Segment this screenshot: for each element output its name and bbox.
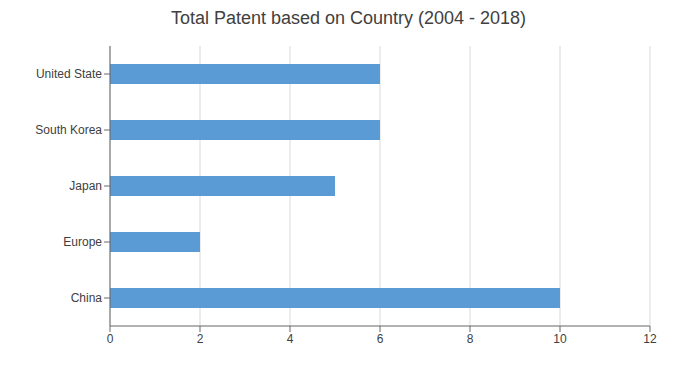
svg-text:4: 4 <box>287 332 294 346</box>
svg-text:12: 12 <box>643 332 657 346</box>
svg-text:China: China <box>71 291 103 305</box>
html-text:Total Patent based on Country: Total Patent based on Country (2004 - 20… <box>170 8 527 28</box>
svg-text:Europe: Europe <box>63 235 102 249</box>
svg-text:0: 0 <box>107 332 114 346</box>
svg-text:8: 8 <box>467 332 474 346</box>
svg-text:United State: United State <box>36 67 102 81</box>
svg-text:South Korea: South Korea <box>35 123 102 137</box>
svg-text:6: 6 <box>377 332 384 346</box>
svg-text:10: 10 <box>553 332 567 346</box>
svg-text:2: 2 <box>197 332 204 346</box>
svg-text:Japan: Japan <box>69 179 102 193</box>
